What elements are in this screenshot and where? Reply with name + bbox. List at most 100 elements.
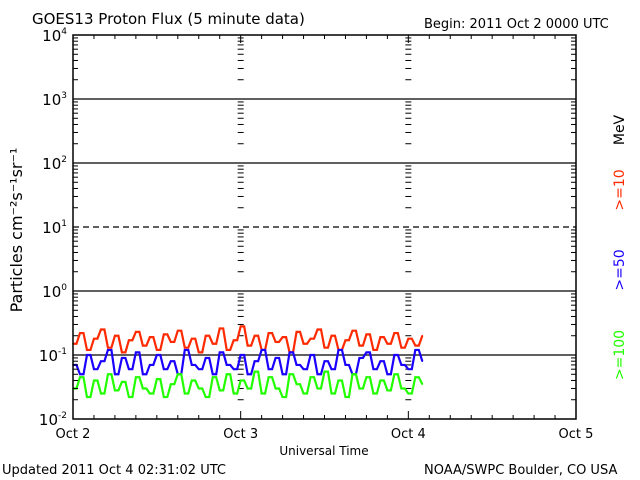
- legend-ge100: >=100: [612, 330, 628, 380]
- data-point: [232, 339, 235, 342]
- data-point: [156, 378, 158, 380]
- data-point: [407, 368, 410, 370]
- data-point: [225, 373, 228, 376]
- x-axis-label: Universal Time: [279, 444, 368, 458]
- data-point: [211, 342, 214, 345]
- data-point: [232, 368, 235, 370]
- data-point: [246, 387, 249, 390]
- data-point: [316, 387, 319, 390]
- data-point: [107, 349, 109, 351]
- units-label: MeV: [612, 114, 628, 145]
- data-point: [253, 370, 256, 373]
- data-point: [114, 373, 116, 376]
- data-point: [197, 351, 200, 354]
- data-point: [79, 376, 81, 378]
- y-tick-label: 102: [42, 155, 67, 173]
- data-point: [372, 368, 375, 370]
- data-point: [337, 349, 340, 351]
- data-point: [330, 368, 333, 370]
- data-point: [253, 334, 256, 337]
- data-point: [86, 349, 88, 351]
- data-point: [135, 331, 137, 333]
- data-point: [128, 368, 130, 370]
- data-point: [414, 344, 417, 347]
- y-axis-label: Particles cm⁻²s⁻¹sr⁻¹: [7, 148, 26, 313]
- data-point: [330, 334, 333, 337]
- data-point: [149, 392, 151, 395]
- data-point: [156, 349, 158, 351]
- data-point: [253, 360, 256, 363]
- data-point: [288, 351, 291, 354]
- legend-ge10: >=10: [612, 169, 628, 210]
- data-point: [149, 364, 151, 366]
- data-point: [170, 383, 172, 385]
- data-point: [365, 333, 368, 336]
- data-point: [121, 351, 123, 354]
- data-point: [93, 379, 95, 382]
- data-point: [372, 392, 375, 395]
- data-point: [358, 344, 361, 347]
- data-point: [344, 364, 347, 366]
- data-point: [176, 373, 179, 376]
- data-point: [372, 349, 375, 351]
- data-point: [211, 376, 214, 378]
- data-point: [379, 336, 382, 338]
- data-point: [86, 396, 88, 398]
- data-point: [323, 360, 326, 363]
- data-point: [218, 351, 221, 354]
- data-point: [323, 370, 326, 373]
- data-point: [149, 336, 151, 338]
- updated-label: Updated 2011 Oct 4 02:31:02 UTC: [2, 463, 226, 478]
- data-point: [114, 389, 116, 392]
- data-point: [121, 381, 123, 383]
- data-point: [204, 357, 207, 359]
- data-point: [358, 357, 361, 359]
- data-point: [246, 373, 249, 376]
- x-tick-label: Oct 5: [559, 427, 594, 442]
- x-tick-label: Oct 4: [391, 427, 426, 442]
- x-tick-label: Oct 3: [223, 427, 258, 442]
- data-point: [211, 373, 214, 376]
- data-point: [386, 389, 389, 392]
- data-point: [79, 332, 81, 334]
- data-point: [142, 344, 144, 347]
- data-point: [407, 392, 410, 395]
- data-point: [239, 379, 242, 382]
- data-point: [100, 392, 102, 395]
- data-point: [197, 368, 200, 370]
- data-point: [204, 396, 207, 398]
- data-point: [135, 376, 137, 378]
- data-point: [183, 349, 186, 351]
- data-point: [163, 368, 165, 370]
- x-tick-label: Oct 2: [56, 427, 91, 442]
- data-point: [274, 341, 277, 343]
- data-point: [414, 376, 417, 378]
- credit-label: NOAA/SWPC Boulder, CO USA: [424, 463, 617, 478]
- data-point: [281, 396, 284, 398]
- data-point: [386, 373, 389, 376]
- data-point: [239, 354, 242, 356]
- data-point: [218, 389, 221, 392]
- data-point: [183, 392, 186, 395]
- data-point: [400, 364, 403, 366]
- data-point: [379, 360, 382, 363]
- data-point: [79, 373, 81, 376]
- data-point: [316, 373, 319, 376]
- data-point: [93, 337, 95, 340]
- y-tick-label: 103: [42, 91, 67, 109]
- data-point: [386, 342, 389, 345]
- data-point: [107, 346, 109, 349]
- data-point: [421, 334, 424, 337]
- data-point: [309, 337, 312, 340]
- data-point: [128, 396, 130, 398]
- data-point: [351, 373, 354, 376]
- data-point: [190, 364, 193, 366]
- data-point: [163, 333, 165, 336]
- data-point: [393, 354, 396, 356]
- data-point: [121, 357, 123, 359]
- data-point: [170, 360, 172, 363]
- data-point: [295, 331, 298, 333]
- data-point: [135, 351, 137, 354]
